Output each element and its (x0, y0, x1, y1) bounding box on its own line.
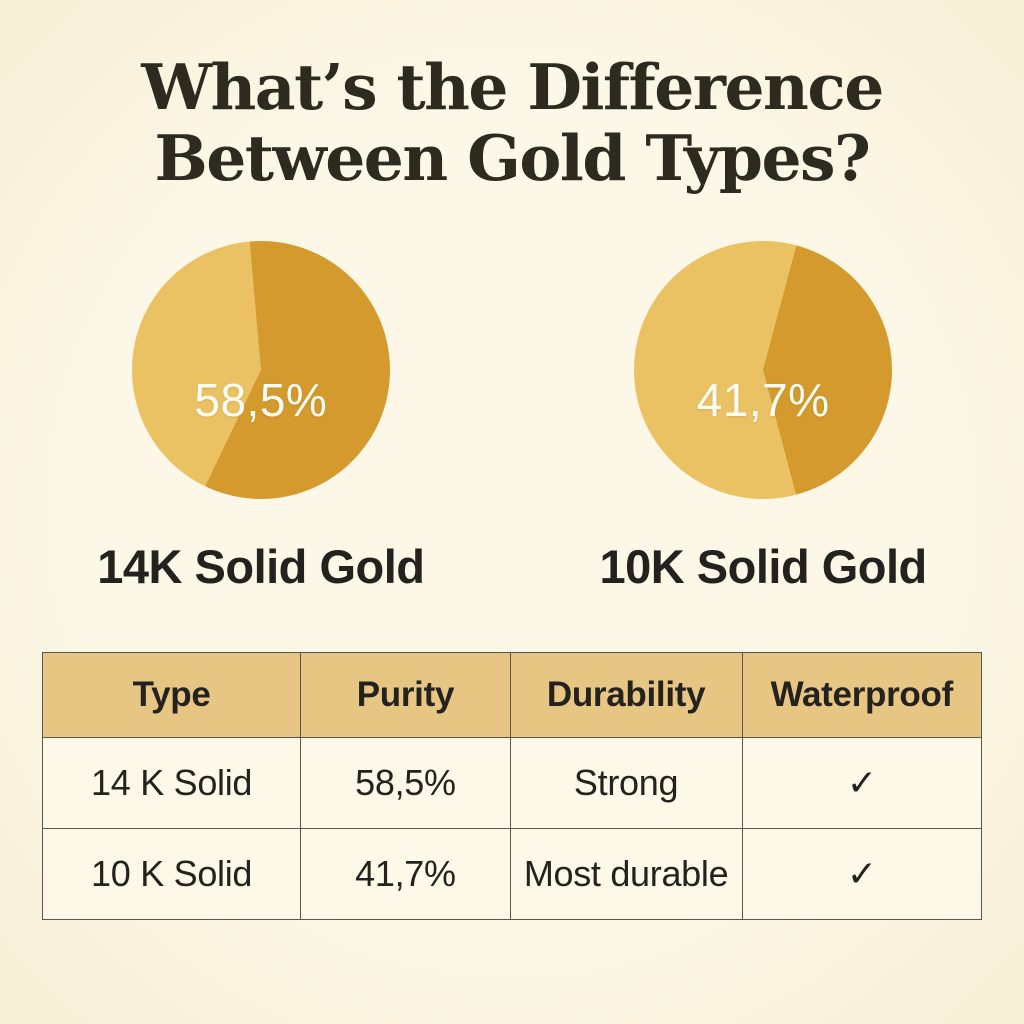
col-header-durability: Durability (509, 652, 743, 739)
title-line-1: What’s the Difference (141, 50, 884, 124)
cell-purity-14k: 58,5% (300, 737, 511, 830)
pie-value-10k: 41,7% (696, 374, 830, 427)
pie-chart-14k: 58,5% (131, 241, 390, 500)
waterproof-check-icon-10k: ✓ (741, 828, 983, 921)
pie-block-10k: 41,7% 10K Solid Gold (600, 241, 927, 594)
table-row-14k: 14 K Solid 58,5% Strong ✓ (41, 737, 983, 830)
comparison-table: Type Purity Durability Waterproof 14 K S… (41, 652, 983, 921)
page-title: What’s the Difference Between Gold Types… (0, 0, 1024, 193)
pie-caption-10k: 10K Solid Gold (599, 540, 928, 594)
cell-durability-10k: Most durable (509, 828, 743, 921)
cell-type-10k: 10 K Solid (41, 828, 302, 921)
comparison-table-wrap: Type Purity Durability Waterproof 14 K S… (41, 652, 983, 921)
col-header-purity: Purity (300, 652, 511, 739)
pie-value-14k: 58,5% (194, 374, 328, 427)
col-header-waterproof: Waterproof (741, 652, 983, 739)
waterproof-check-icon-14k: ✓ (741, 737, 983, 830)
col-header-type: Type (41, 652, 302, 739)
title-line-2: Between Gold Types? (154, 120, 871, 195)
pie-chart-section: 58,5% 14K Solid Gold 41,7% 10K Solid Gol… (0, 241, 1024, 594)
table-header-row: Type Purity Durability Waterproof (41, 652, 983, 739)
cell-durability-14k: Strong (509, 737, 743, 830)
pie-chart-10k: 41,7% (634, 241, 893, 500)
pie-block-14k: 58,5% 14K Solid Gold (97, 241, 425, 594)
cell-purity-10k: 41,7% (300, 828, 511, 921)
pie-caption-14k: 14K Solid Gold (97, 540, 425, 594)
table-row-10k: 10 K Solid 41,7% Most durable ✓ (41, 828, 983, 921)
cell-type-14k: 14 K Solid (41, 737, 302, 830)
